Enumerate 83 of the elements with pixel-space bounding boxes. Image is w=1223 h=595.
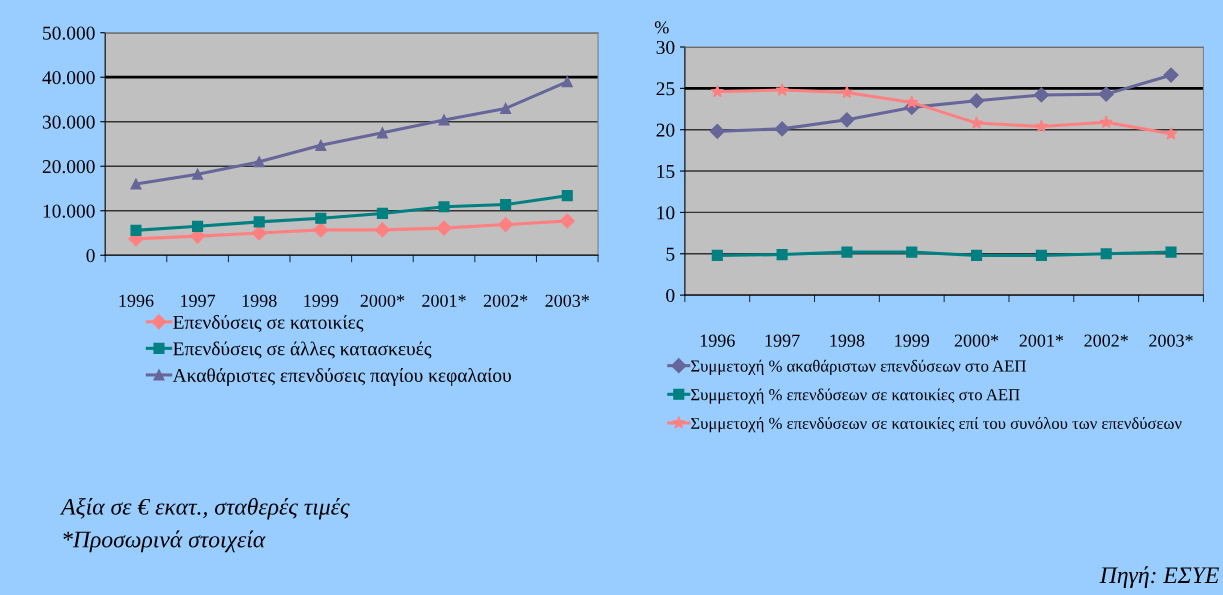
point xyxy=(315,212,327,224)
point xyxy=(438,201,450,213)
x-tick-label: 2001* xyxy=(1019,334,1064,347)
x-tick-label: 2003* xyxy=(545,294,589,307)
point xyxy=(1165,246,1177,258)
text: Πηγή: ΕΣΥΕ xyxy=(1099,566,1219,588)
point xyxy=(376,207,388,219)
point xyxy=(130,224,142,236)
point xyxy=(315,139,327,151)
point xyxy=(498,216,514,233)
point xyxy=(709,123,725,139)
y-tick-label: 40.000 xyxy=(42,71,95,85)
x-tick-label: 1999 xyxy=(895,334,930,347)
point xyxy=(776,249,788,261)
point xyxy=(561,190,573,202)
y-tick-label: 10.000 xyxy=(43,204,95,218)
legend-label: Επενδύσεις σε άλλες κατασκευές xyxy=(173,341,432,359)
x-tick-label: 2001* xyxy=(422,294,466,307)
point xyxy=(710,84,724,98)
point xyxy=(711,249,723,261)
point xyxy=(192,220,204,232)
point xyxy=(253,156,265,168)
text: Αξία σε € εκατ., σταθερές τιμές xyxy=(59,497,350,520)
point xyxy=(775,83,789,96)
x-tick-label: 1998 xyxy=(830,334,865,347)
point xyxy=(839,112,855,128)
x-tick-label: 1999 xyxy=(304,294,339,307)
point xyxy=(251,225,267,241)
point xyxy=(971,249,983,261)
x-tick-label: 2003* xyxy=(1149,334,1193,347)
x-tick-label: 1996 xyxy=(700,334,735,347)
point xyxy=(1035,249,1047,261)
y-tick-label: 0 xyxy=(86,249,95,263)
legend-label: Ακαθάριστες επενδύσεις παγίου κεφαλαίου xyxy=(172,368,511,386)
point xyxy=(906,246,918,258)
y-tick-label: 20.000 xyxy=(42,160,95,174)
x-tick-label: 2000* xyxy=(954,334,999,347)
x-tick-label: 1997 xyxy=(181,294,216,307)
point xyxy=(559,213,575,229)
x-tick-label: 2002* xyxy=(483,294,528,307)
point xyxy=(561,76,573,88)
x-tick-label: 2000* xyxy=(360,294,405,307)
point xyxy=(253,216,265,228)
y-tick-label: 5 xyxy=(666,247,675,261)
point xyxy=(1163,67,1179,83)
point xyxy=(1098,86,1114,102)
point xyxy=(1100,248,1112,260)
point xyxy=(438,114,450,126)
point xyxy=(841,246,853,258)
legend-label: Συμμετοχή % επενδύσεων σε κατοικίες στο ΑΕΠ xyxy=(691,388,1020,404)
y-tick-label: 0 xyxy=(666,288,675,303)
y-tick-label: 25 xyxy=(656,82,675,96)
y-tick-label: 10 xyxy=(657,206,675,220)
legend-label: Συμμετοχή % ακαθάριστων επενδύσεων στο ΑΕΠ xyxy=(691,359,1026,376)
legend-label: Συμμετοχή % επενδύσεων σε κατοικίες επί του συνόλου των επενδύσεων xyxy=(691,417,1182,433)
y-tick-label: 15 xyxy=(657,164,675,178)
y-axis-title: % xyxy=(654,21,669,34)
point xyxy=(1099,115,1113,129)
y-tick-label: 30 xyxy=(656,40,675,54)
point xyxy=(130,178,142,190)
point xyxy=(968,93,985,109)
y-tick-label: 20 xyxy=(656,123,675,137)
y-tick-label: 50.000 xyxy=(43,26,95,40)
point xyxy=(376,127,388,139)
legend-label: Επενδύσεις σε κατοικίες xyxy=(173,314,364,333)
x-tick-label: 1996 xyxy=(119,294,154,307)
point xyxy=(905,95,919,109)
point xyxy=(1034,119,1049,133)
x-tick-label: 2002* xyxy=(1084,334,1128,347)
point xyxy=(1033,87,1049,103)
y-tick-label: 30.000 xyxy=(42,115,95,129)
point xyxy=(500,102,512,114)
point xyxy=(192,168,204,180)
point xyxy=(436,220,452,236)
x-tick-label: 1998 xyxy=(242,294,277,307)
point xyxy=(1164,126,1178,140)
point xyxy=(500,198,512,211)
point xyxy=(840,85,854,99)
text: *Προσωρινά στοιχεία xyxy=(63,530,266,553)
point xyxy=(313,222,329,238)
point xyxy=(774,121,790,137)
point xyxy=(374,222,390,238)
x-tick-label: 1997 xyxy=(765,334,800,347)
